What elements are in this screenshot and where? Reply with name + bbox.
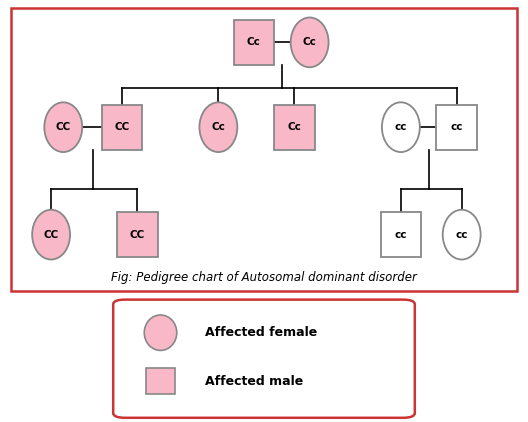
Ellipse shape: [144, 315, 177, 350]
FancyBboxPatch shape: [381, 212, 421, 257]
Text: cc: cc: [394, 122, 407, 132]
Text: cc: cc: [456, 230, 468, 240]
FancyBboxPatch shape: [146, 368, 175, 394]
Ellipse shape: [382, 102, 420, 152]
Text: CC: CC: [55, 122, 71, 132]
Text: Fig: Pedigree chart of Autosomal dominant disorder: Fig: Pedigree chart of Autosomal dominan…: [111, 271, 417, 284]
Text: Affected male: Affected male: [205, 375, 303, 388]
Ellipse shape: [442, 210, 480, 260]
FancyBboxPatch shape: [117, 212, 157, 257]
Ellipse shape: [32, 210, 70, 260]
Text: Cc: Cc: [303, 38, 317, 47]
Text: cc: cc: [450, 122, 463, 132]
FancyBboxPatch shape: [436, 105, 477, 150]
FancyBboxPatch shape: [233, 20, 274, 65]
Text: Cc: Cc: [211, 122, 225, 132]
Ellipse shape: [200, 102, 238, 152]
Text: Cc: Cc: [247, 38, 261, 47]
Text: cc: cc: [394, 230, 407, 240]
FancyBboxPatch shape: [102, 105, 143, 150]
Text: Cc: Cc: [287, 122, 301, 132]
Ellipse shape: [290, 17, 328, 67]
Text: CC: CC: [130, 230, 145, 240]
Ellipse shape: [44, 102, 82, 152]
Text: CC: CC: [115, 122, 130, 132]
Text: Affected female: Affected female: [205, 326, 317, 339]
Text: CC: CC: [43, 230, 59, 240]
FancyBboxPatch shape: [274, 105, 315, 150]
